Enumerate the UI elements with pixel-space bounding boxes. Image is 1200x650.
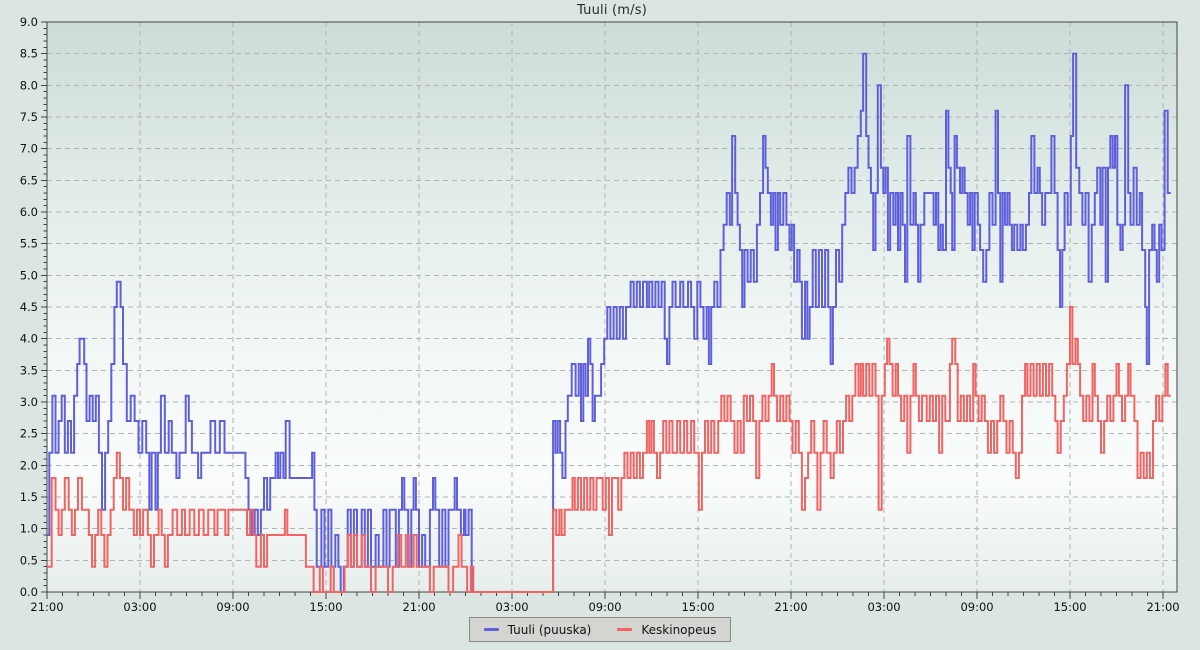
y-tick-label: 7.5 <box>20 110 38 124</box>
x-tick-label: 09:00 <box>588 600 621 614</box>
x-tick-label: 21:00 <box>774 600 807 614</box>
chart-title: Tuuli (m/s) <box>577 3 647 18</box>
gust-series-line <box>47 52 1171 593</box>
x-tick-label: 21:00 <box>1146 600 1179 614</box>
x-tick-label: 15:00 <box>681 600 714 614</box>
y-tick-label: 1.0 <box>20 522 38 536</box>
y-tick-label: 4.0 <box>20 332 38 346</box>
y-tick-label: 3.0 <box>20 395 38 409</box>
x-tick-label: 09:00 <box>960 600 993 614</box>
y-tick-label: 6.0 <box>20 205 38 219</box>
x-tick-label: 03:00 <box>867 600 900 614</box>
x-tick-label: 09:00 <box>216 600 249 614</box>
y-tick-label: 5.5 <box>20 237 38 251</box>
x-tick-label: 21:00 <box>30 600 63 614</box>
y-tick-label: 8.5 <box>20 47 38 61</box>
y-tick-label: 2.5 <box>20 427 38 441</box>
y-tick-label: 5.0 <box>20 268 38 282</box>
average-series-line <box>47 306 1171 593</box>
x-tick-label: 03:00 <box>495 600 528 614</box>
x-tick-label: 03:00 <box>123 600 156 614</box>
y-tick-label: 8.0 <box>20 78 38 92</box>
y-tick-label: 7.0 <box>20 142 38 156</box>
y-tick-label: 3.5 <box>20 363 38 377</box>
y-tick-label: 2.0 <box>20 458 38 472</box>
y-tick-label: 0.0 <box>20 585 38 599</box>
y-tick-label: 4.5 <box>20 300 38 314</box>
y-tick-label: 1.5 <box>20 490 38 504</box>
x-tick-label: 15:00 <box>1053 600 1086 614</box>
y-tick-label: 0.5 <box>20 553 38 567</box>
y-tick-label: 6.5 <box>20 173 38 187</box>
x-tick-label: 15:00 <box>309 600 342 614</box>
x-tick-label: 21:00 <box>402 600 435 614</box>
y-tick-label: 9.0 <box>20 15 38 29</box>
